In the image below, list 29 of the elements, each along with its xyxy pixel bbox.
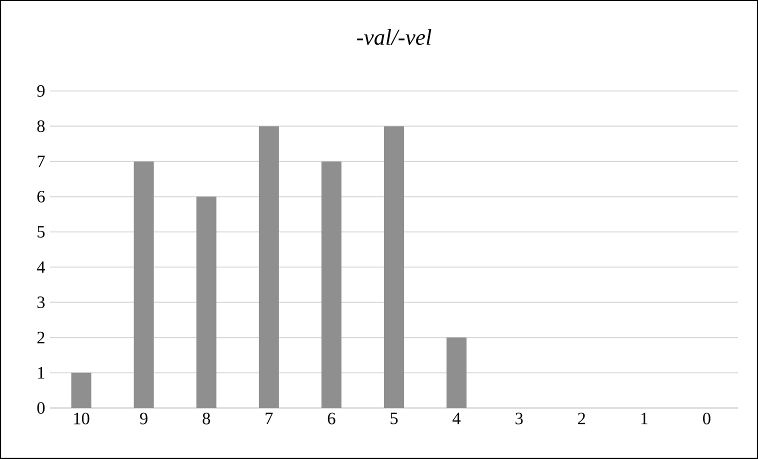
y-tick-label: 5 [38, 226, 45, 238]
y-tick-label: 0 [37, 402, 45, 414]
x-tick-label: 3 [516, 412, 523, 424]
x-tick-label: 8 [202, 412, 210, 424]
x-tick-label: 7 [266, 412, 273, 424]
y-tick-label: 9 [37, 85, 45, 97]
chart-title: -val/-vel [357, 29, 432, 45]
y-tick-label: 3 [37, 296, 45, 308]
bar [258, 126, 279, 408]
x-tick-label: 6 [328, 412, 336, 424]
x-tick-label: 0 [703, 412, 710, 424]
x-tick-label: 4 [452, 412, 461, 424]
bar [71, 372, 92, 408]
x-tick-label: 1 [641, 412, 648, 424]
y-tick-label: 1 [38, 367, 44, 378]
bar [446, 338, 467, 408]
y-tick-label: 4 [36, 261, 46, 273]
x-tick-label: 2 [578, 412, 586, 424]
bar [134, 161, 154, 408]
x-tick-label: 10 [74, 412, 90, 424]
x-tick-label: 5 [390, 412, 398, 424]
bar [196, 196, 216, 408]
x-tick-label: 9 [140, 412, 148, 424]
bar [384, 126, 404, 408]
y-tick-label: 8 [37, 120, 45, 132]
y-tick-label: 6 [37, 190, 45, 202]
y-tick-label: 2 [37, 332, 44, 344]
y-tick-label: 7 [38, 156, 45, 168]
bar [321, 161, 342, 408]
